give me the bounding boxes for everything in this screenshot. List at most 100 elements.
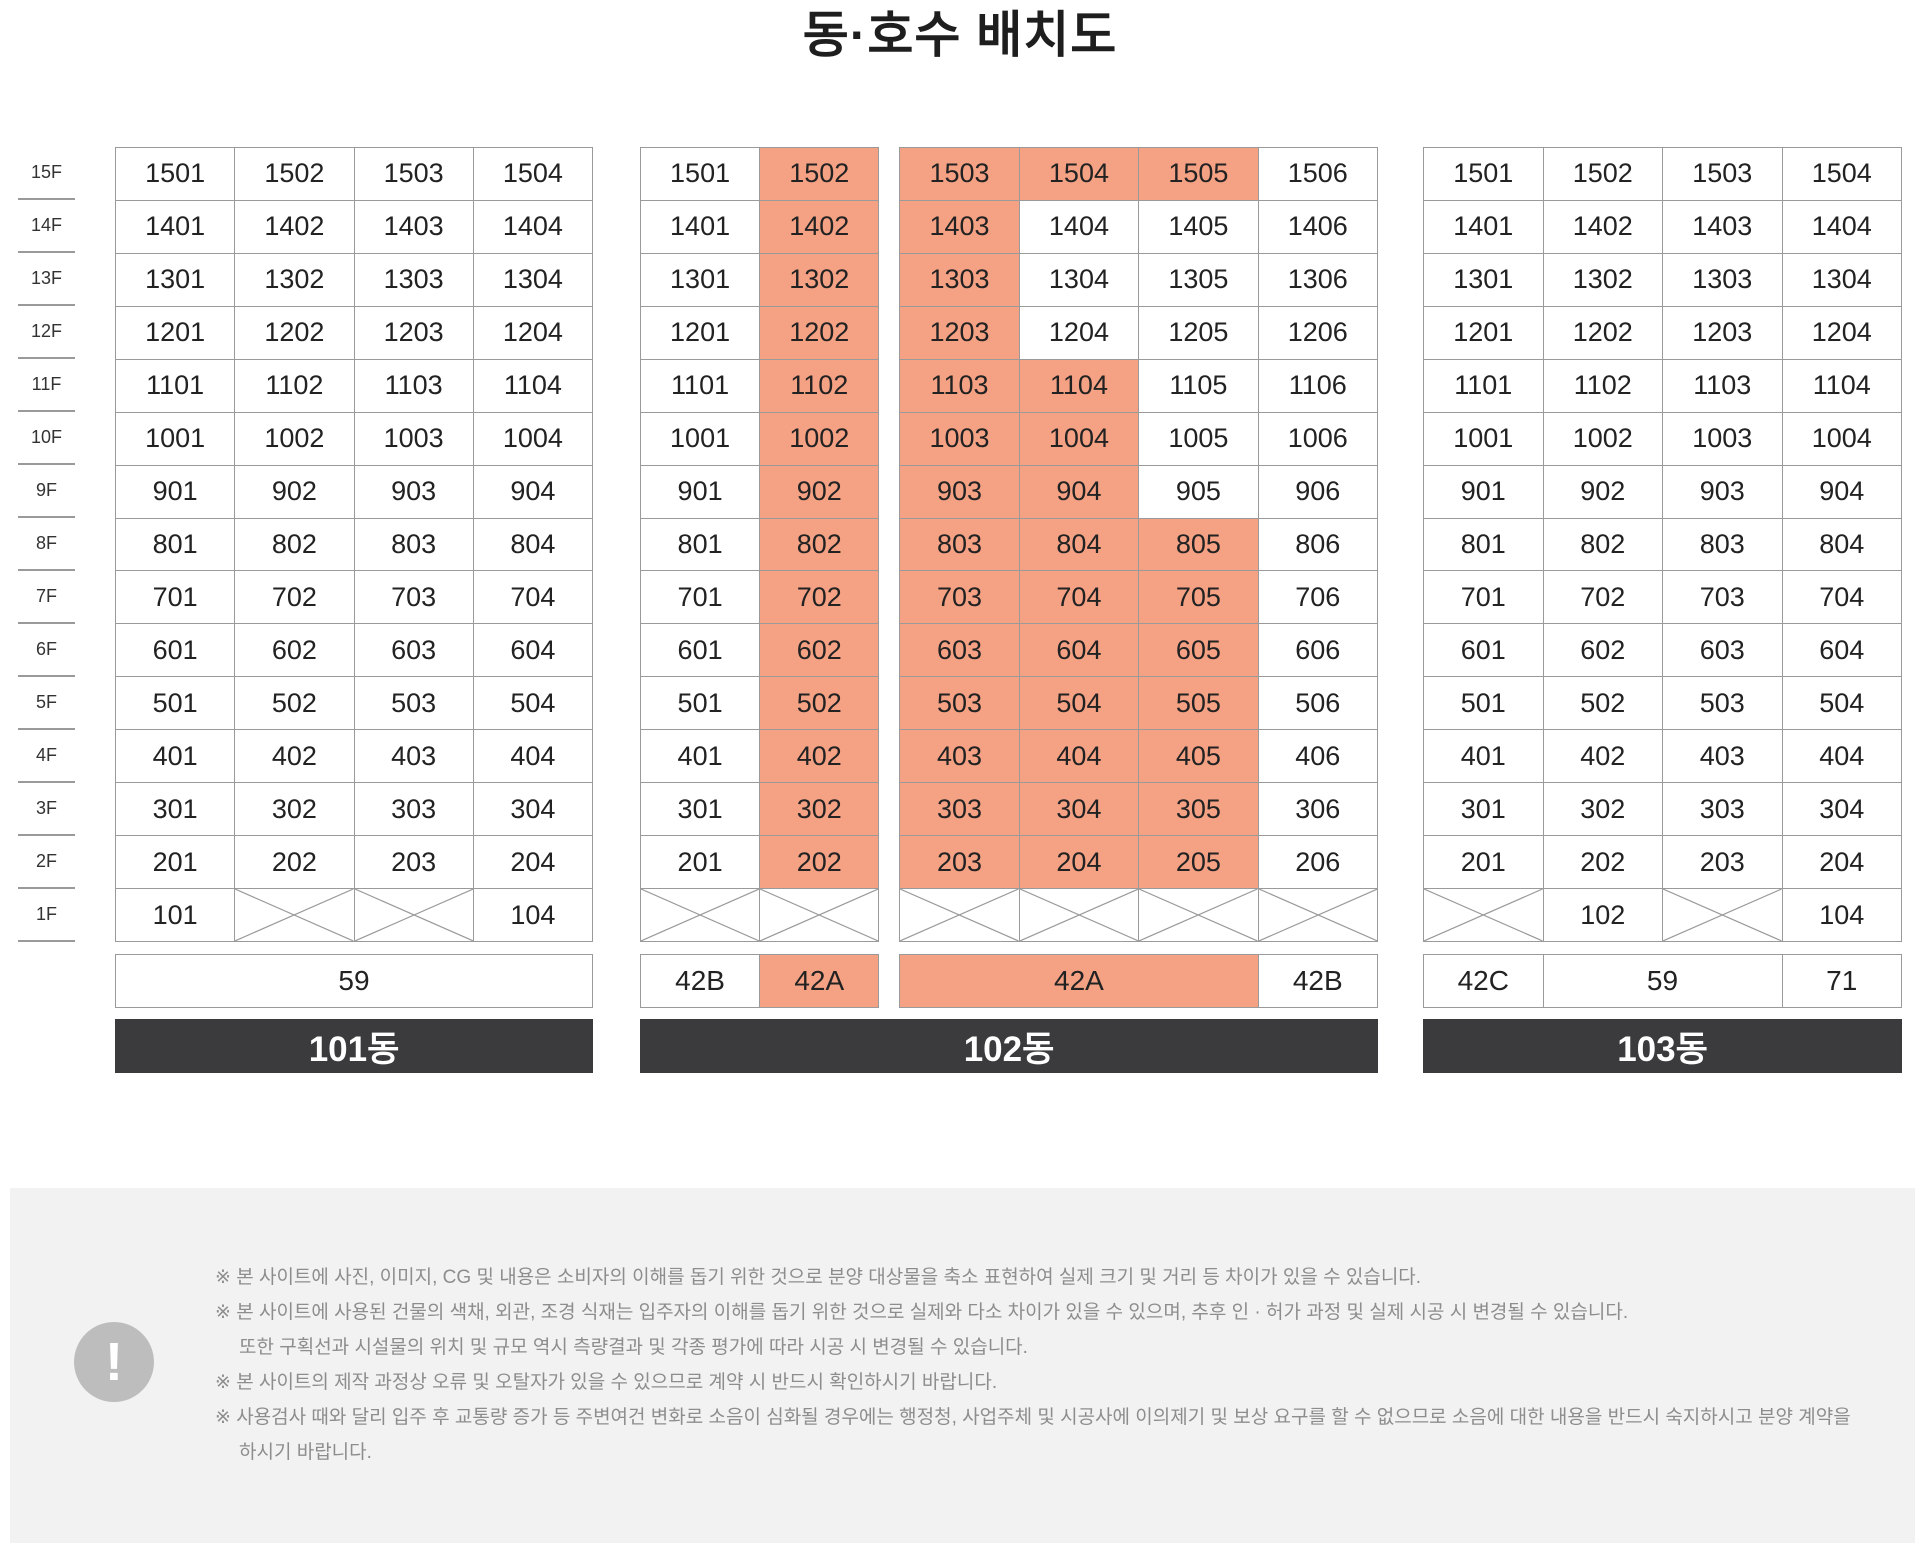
unit-cell: 1401 [641,200,761,254]
unit-type-label: 71 [1782,955,1902,1008]
unit-cell: 302 [235,783,355,837]
unavailable-x-icon [1424,889,1543,941]
unit-cell: 1205 [1139,306,1259,360]
unit-cell: 1104 [473,359,593,413]
unit-cell: 903 [1663,465,1783,519]
unit-cell-highlighted: 705 [1139,571,1259,625]
unit-type-label: 42B [1258,955,1378,1008]
unit-cell-highlighted: 1202 [760,306,880,360]
unit-cell: 102 [1543,889,1663,942]
unit-cell-highlighted: 305 [1139,783,1259,837]
unit-cell: 1303 [1663,253,1783,307]
unit-cell-highlighted: 902 [760,465,880,519]
unit-cell-highlighted: 1403 [900,200,1020,254]
building-name-bar: 103동 [1423,1019,1902,1073]
unit-cell-unavailable [235,889,355,942]
floor-axis: 15F 14F 13F 12F 11F 10F 9F 8F 7F 6F 5F 4F 3F 2F 1F [18,147,75,942]
unit-cell: 1501 [1424,148,1544,201]
unit-cell: 1501 [641,148,761,201]
unit-cell-unavailable [1424,889,1544,942]
unit-grid: 1501 1502 1401 1402 1301 1302 1201 1202 1101 1102… [640,147,880,942]
unit-cell-highlighted: 604 [1019,624,1140,678]
unit-cell: 706 [1258,571,1378,625]
unit-cell: 306 [1258,783,1378,837]
unit-cell-highlighted: 304 [1019,783,1140,837]
unit-cell: 1403 [354,200,474,254]
unit-cell-highlighted: 404 [1019,730,1140,784]
unit-cell: 301 [1424,783,1544,837]
unit-cell: 1401 [1424,200,1544,254]
unit-cell: 1003 [1663,412,1783,466]
unit-cell-highlighted: 1302 [760,253,880,307]
building-name-bar: 102동 [640,1019,1378,1073]
unit-cell: 906 [1258,465,1378,519]
unit-cell: 401 [641,730,761,784]
unit-type-label: 42C [1424,955,1544,1008]
unit-cell: 1201 [1424,306,1544,360]
unit-cell: 1404 [473,200,593,254]
unavailable-x-icon [1139,889,1257,941]
unit-cell: 404 [473,730,593,784]
unit-cell: 902 [1543,465,1663,519]
unit-cell: 201 [1424,836,1544,890]
unit-cell-unavailable [1019,889,1140,942]
unit-cell-highlighted: 1505 [1139,148,1259,201]
unit-cell: 201 [116,836,236,890]
unit-cell-highlighted: 1003 [900,412,1020,466]
unit-cell-highlighted: 505 [1139,677,1259,731]
unit-cell: 501 [1424,677,1544,731]
unit-cell: 1305 [1139,253,1259,307]
unit-cell-unavailable [760,889,880,942]
unit-cell-unavailable [354,889,474,942]
unit-cell: 604 [473,624,593,678]
unit-cell: 504 [473,677,593,731]
page-title: 동·호수 배치도 [802,7,1118,63]
unit-cell-highlighted: 1104 [1019,359,1140,413]
unit-cell: 302 [1543,783,1663,837]
exclamation-icon: ! [74,1322,154,1402]
unit-cell-highlighted: 1303 [900,253,1020,307]
unit-cell-highlighted: 904 [1019,465,1140,519]
unit-cell-highlighted: 403 [900,730,1020,784]
unit-cell: 104 [1782,889,1902,942]
building-name-bar: 101동 [115,1019,593,1073]
floor-label: 5F [18,677,75,730]
unit-cell: 401 [116,730,236,784]
unit-cell: 1101 [641,359,761,413]
unit-cell: 1304 [1019,253,1140,307]
unit-cell: 602 [235,624,355,678]
unit-cell: 702 [1543,571,1663,625]
unit-type-label: 59 [1543,955,1783,1008]
unit-cell: 1102 [235,359,355,413]
unit-cell-highlighted: 203 [900,836,1020,890]
unit-cell: 1103 [1663,359,1783,413]
unit-cell: 201 [641,836,761,890]
unit-cell-highlighted: 1203 [900,306,1020,360]
unit-cell: 801 [641,518,761,572]
unit-cell: 301 [641,783,761,837]
unit-cell: 104 [473,889,593,942]
unit-cell: 1206 [1258,306,1378,360]
floor-label: 8F [18,518,75,571]
unit-cell-highlighted: 704 [1019,571,1140,625]
unit-cell: 1502 [235,148,355,201]
unit-cell-highlighted: 1504 [1019,148,1140,201]
unit-cell: 606 [1258,624,1378,678]
unit-cell-unavailable [1663,889,1783,942]
floor-label: 13F [18,253,75,306]
unit-cell: 1301 [641,253,761,307]
unit-cell: 1006 [1258,412,1378,466]
unit-cell-highlighted: 402 [760,730,880,784]
unit-cell: 603 [354,624,474,678]
unit-cell-unavailable [900,889,1020,942]
unit-cell: 402 [235,730,355,784]
floor-label: 14F [18,200,75,253]
unit-cell: 1004 [473,412,593,466]
unit-cell-highlighted: 1002 [760,412,880,466]
unit-cell: 501 [641,677,761,731]
unit-cell-highlighted: 1102 [760,359,880,413]
unit-cell: 902 [235,465,355,519]
unavailable-x-icon [641,889,759,941]
unit-cell-highlighted: 503 [900,677,1020,731]
unit-cell: 1202 [235,306,355,360]
